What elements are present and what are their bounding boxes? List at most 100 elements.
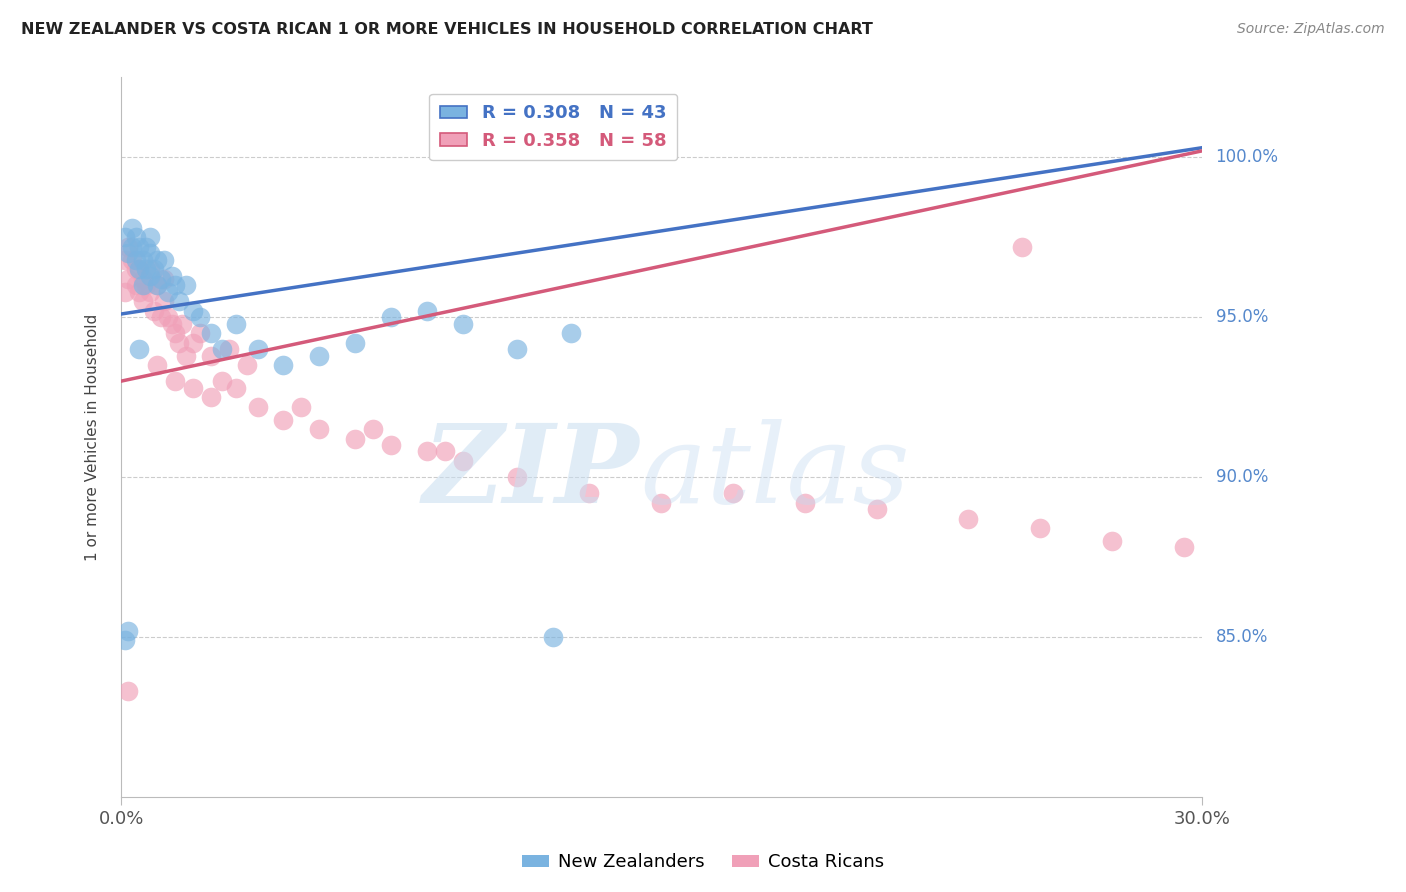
Point <box>139 268 162 283</box>
Point <box>416 444 439 458</box>
Point <box>114 252 136 267</box>
Point <box>149 310 172 325</box>
Point <box>156 310 179 325</box>
Point <box>506 470 529 484</box>
Point <box>121 252 143 267</box>
Point <box>181 335 204 350</box>
Point <box>117 240 139 254</box>
Point <box>560 326 582 341</box>
Point <box>172 317 194 331</box>
Point <box>128 342 150 356</box>
Point <box>128 285 150 299</box>
Y-axis label: 1 or more Vehicles in Household: 1 or more Vehicles in Household <box>86 313 100 561</box>
Point <box>142 262 165 277</box>
Point <box>160 317 183 331</box>
Point <box>246 342 269 356</box>
Point <box>308 422 330 436</box>
Point <box>290 400 312 414</box>
Text: 90.0%: 90.0% <box>1216 468 1268 486</box>
Point <box>135 278 157 293</box>
Point <box>124 252 146 267</box>
Point <box>650 495 672 509</box>
Text: 85.0%: 85.0% <box>1216 628 1268 646</box>
Point <box>453 454 475 468</box>
Point <box>416 303 439 318</box>
Point <box>117 624 139 638</box>
Point <box>380 310 402 325</box>
Point <box>117 272 139 286</box>
Point <box>146 278 169 293</box>
Point <box>114 230 136 244</box>
Text: NEW ZEALANDER VS COSTA RICAN 1 OR MORE VEHICLES IN HOUSEHOLD CORRELATION CHART: NEW ZEALANDER VS COSTA RICAN 1 OR MORE V… <box>21 22 873 37</box>
Point <box>1101 533 1123 548</box>
Point <box>181 380 204 394</box>
Point <box>124 262 146 277</box>
Point <box>200 390 222 404</box>
Text: Source: ZipAtlas.com: Source: ZipAtlas.com <box>1237 22 1385 37</box>
Point <box>308 349 330 363</box>
Point <box>156 285 179 299</box>
Point <box>271 412 294 426</box>
Point <box>117 684 139 698</box>
Point <box>956 511 979 525</box>
Point <box>124 278 146 293</box>
Point <box>121 240 143 254</box>
Point <box>146 278 169 293</box>
Point <box>578 486 600 500</box>
Point <box>225 380 247 394</box>
Point <box>153 252 176 267</box>
Point <box>146 252 169 267</box>
Point <box>165 374 187 388</box>
Legend: New Zealanders, Costa Ricans: New Zealanders, Costa Ricans <box>515 847 891 879</box>
Point <box>153 272 176 286</box>
Point <box>1011 240 1033 254</box>
Point <box>117 246 139 260</box>
Point <box>794 495 817 509</box>
Point <box>128 262 150 277</box>
Text: ZIP: ZIP <box>423 419 640 527</box>
Point <box>271 358 294 372</box>
Point <box>135 262 157 277</box>
Point <box>200 326 222 341</box>
Point <box>190 326 212 341</box>
Point <box>167 335 190 350</box>
Point <box>181 303 204 318</box>
Point <box>165 326 187 341</box>
Legend: R = 0.308   N = 43, R = 0.358   N = 58: R = 0.308 N = 43, R = 0.358 N = 58 <box>429 94 678 161</box>
Point <box>132 294 155 309</box>
Point <box>128 262 150 277</box>
Text: atlas: atlas <box>640 419 910 527</box>
Point <box>453 317 475 331</box>
Point <box>211 374 233 388</box>
Point <box>132 278 155 293</box>
Point <box>174 349 197 363</box>
Point <box>135 240 157 254</box>
Point <box>218 342 240 356</box>
Point <box>146 358 169 372</box>
Point <box>160 268 183 283</box>
Point <box>543 630 565 644</box>
Point <box>380 438 402 452</box>
Point <box>139 262 162 277</box>
Point <box>167 294 190 309</box>
Point <box>434 444 457 458</box>
Point <box>246 400 269 414</box>
Point <box>174 278 197 293</box>
Point <box>866 502 889 516</box>
Point <box>114 285 136 299</box>
Point <box>361 422 384 436</box>
Point <box>211 342 233 356</box>
Point <box>132 272 155 286</box>
Point <box>165 278 187 293</box>
Point <box>132 252 155 267</box>
Point <box>1028 521 1050 535</box>
Point <box>139 285 162 299</box>
Point <box>344 335 367 350</box>
Point <box>723 486 745 500</box>
Point <box>114 633 136 648</box>
Point <box>344 432 367 446</box>
Point <box>153 294 176 309</box>
Text: 95.0%: 95.0% <box>1216 309 1268 326</box>
Text: 100.0%: 100.0% <box>1216 148 1278 167</box>
Point <box>149 272 172 286</box>
